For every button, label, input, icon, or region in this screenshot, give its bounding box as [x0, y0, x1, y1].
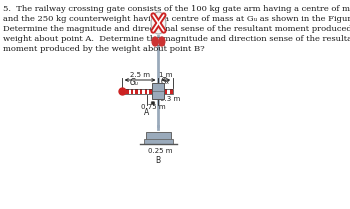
Bar	[131, 88, 133, 93]
Bar	[161, 88, 164, 93]
Text: 0.25 m: 0.25 m	[148, 148, 172, 154]
Circle shape	[159, 37, 165, 46]
Text: moment produced by the weight about point B?: moment produced by the weight about poin…	[3, 45, 204, 53]
Text: B: B	[155, 156, 160, 165]
Text: 0.3 m: 0.3 m	[160, 96, 181, 102]
Text: Gₓ: Gₓ	[161, 77, 170, 86]
Text: Gᵤ: Gᵤ	[130, 78, 139, 87]
Bar	[133, 88, 135, 93]
Bar	[156, 88, 159, 93]
Text: 1 m: 1 m	[159, 72, 173, 78]
Bar	[144, 139, 173, 144]
Bar	[153, 37, 164, 45]
Bar	[154, 88, 156, 93]
Bar	[140, 88, 142, 93]
Bar	[122, 88, 159, 93]
Bar	[128, 88, 131, 93]
Bar	[124, 88, 126, 93]
Text: weight about point A.  Determine the magnitude and direction sense of the result: weight about point A. Determine the magn…	[3, 35, 350, 43]
Bar	[142, 88, 145, 93]
Bar	[122, 88, 124, 93]
Text: 2.5 m: 2.5 m	[130, 72, 150, 78]
Circle shape	[152, 37, 158, 46]
Text: A: A	[144, 108, 149, 117]
Bar	[167, 88, 170, 93]
Text: Determine the magnitude and directional sense of the resultant moment produced b: Determine the magnitude and directional …	[3, 25, 350, 33]
Bar	[164, 88, 167, 93]
Text: 0.75 m: 0.75 m	[141, 104, 165, 110]
Bar	[147, 88, 149, 93]
Bar	[149, 88, 152, 93]
Text: 5.  The railway crossing gate consists of the 100 kg gate arm having a centre of: 5. The railway crossing gate consists of…	[3, 5, 350, 13]
Bar	[138, 88, 140, 93]
Bar	[145, 88, 147, 93]
Bar	[159, 88, 161, 93]
Bar	[159, 88, 173, 93]
Bar	[170, 88, 173, 93]
Bar	[135, 88, 138, 93]
Text: and the 250 kg counterweight having a centre of mass at Gᵤ as shown in the Figur: and the 250 kg counterweight having a ce…	[3, 15, 350, 23]
Bar	[152, 88, 154, 93]
Circle shape	[151, 12, 166, 34]
Bar	[146, 132, 170, 140]
Bar	[153, 83, 164, 99]
Bar	[126, 88, 128, 93]
